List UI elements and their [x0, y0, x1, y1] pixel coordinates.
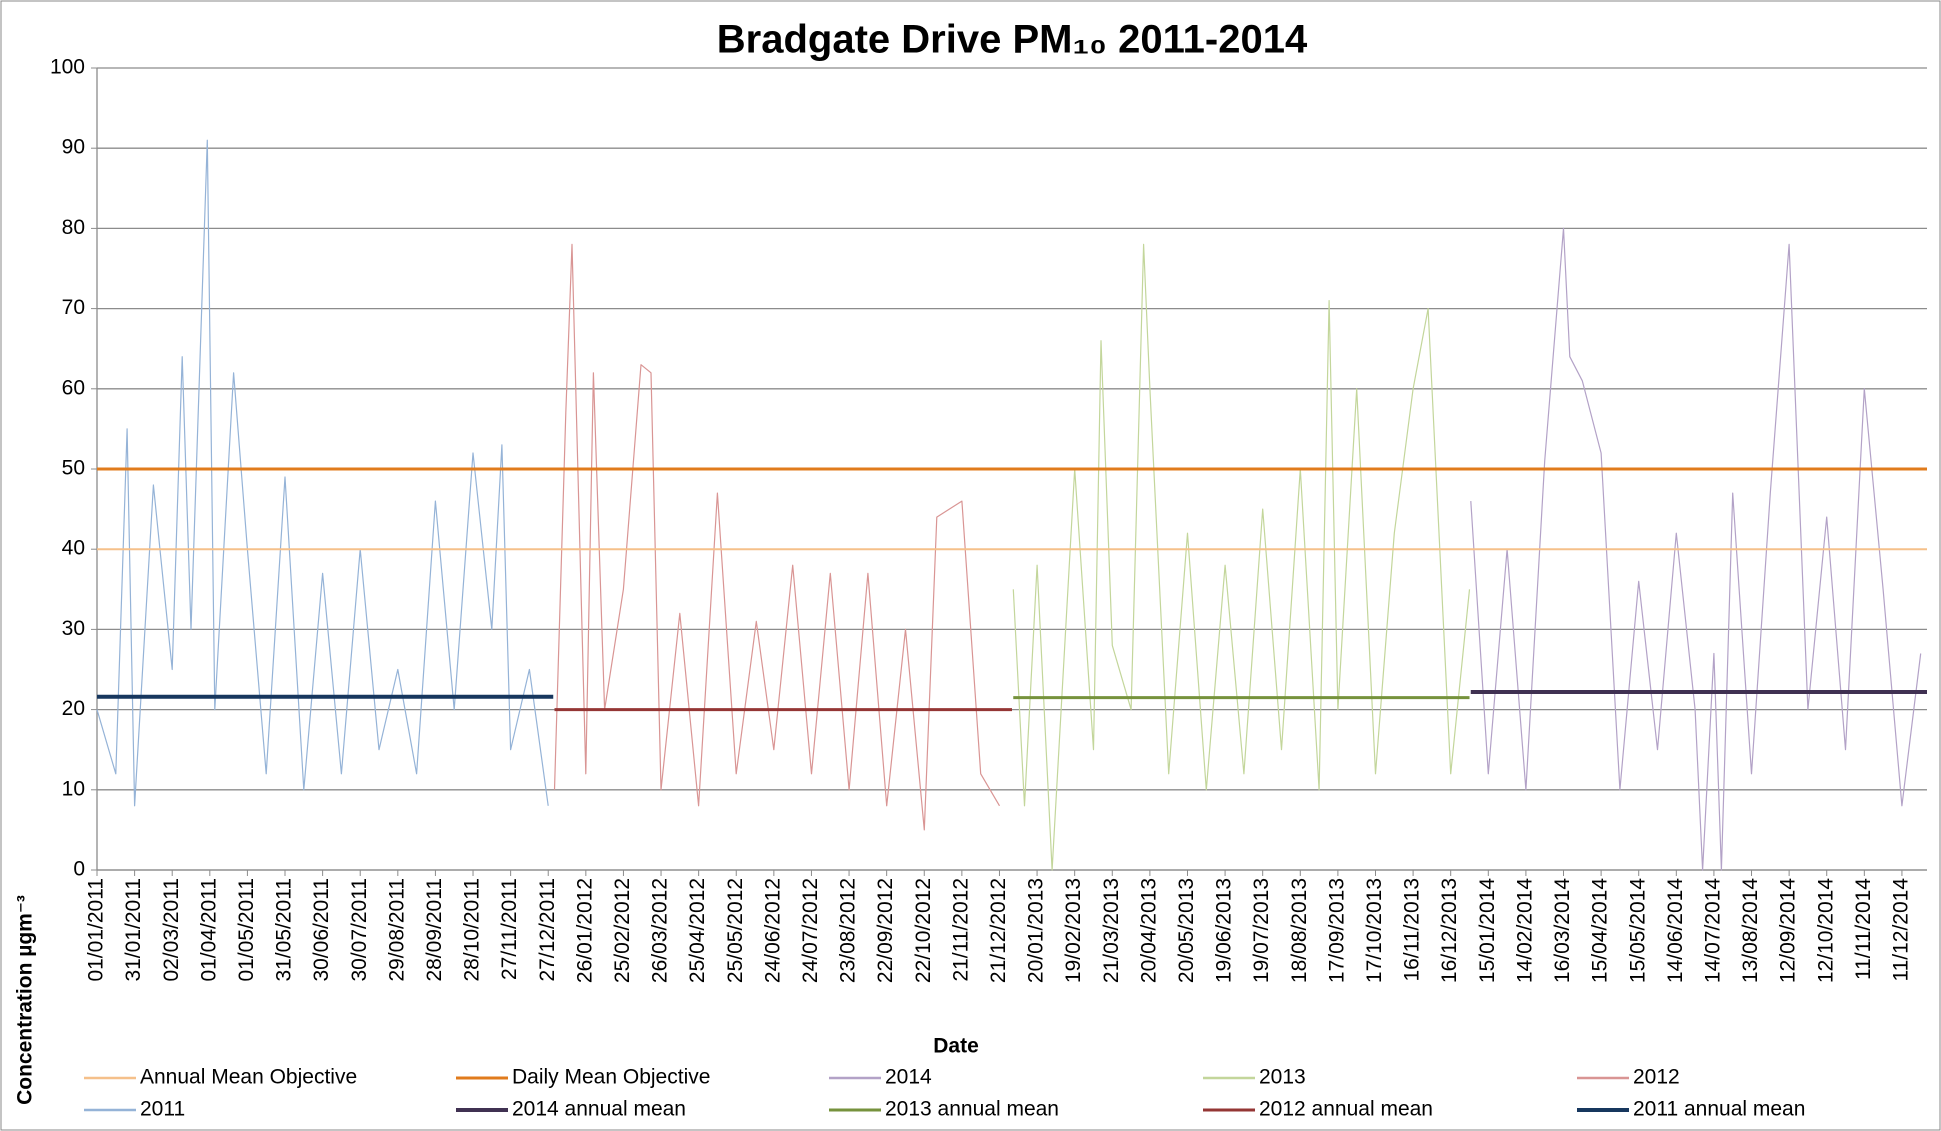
x-tick-label: 30/06/2011: [310, 878, 333, 982]
x-tick-label: 12/09/2014: [1777, 878, 1800, 983]
x-tick-label: 21/12/2012: [987, 878, 1010, 983]
x-tick-label: 19/06/2013: [1213, 878, 1236, 983]
x-tick-label: 02/03/2011: [160, 878, 183, 982]
y-tick-label: 60: [62, 376, 85, 399]
y-tick-label: 50: [62, 457, 85, 480]
x-tick-label: 25/05/2012: [724, 878, 747, 983]
x-tick-label: 14/06/2014: [1664, 878, 1687, 983]
x-tick-label: 27/11/2011: [498, 878, 521, 980]
x-tick-label: 26/03/2012: [649, 878, 672, 983]
x-tick-label: 19/07/2013: [1250, 878, 1273, 983]
x-tick-label: 28/09/2011: [423, 878, 446, 982]
y-tick-label: 100: [50, 56, 85, 79]
y-tick-label: 20: [62, 697, 85, 720]
x-tick-label: 25/02/2012: [611, 878, 634, 983]
legend-label: Daily Mean Objective: [512, 1066, 710, 1089]
x-tick-label: 30/07/2011: [348, 878, 371, 982]
x-tick-label: 16/12/2013: [1438, 878, 1461, 983]
x-tick-label: 20/01/2013: [1025, 878, 1048, 983]
y-tick-label: 40: [62, 537, 85, 560]
x-tick-label: 31/05/2011: [273, 878, 296, 982]
x-tick-label: 16/11/2013: [1401, 878, 1424, 982]
x-tick-label: 21/03/2013: [1100, 878, 1123, 983]
legend-label: 2014: [885, 1066, 932, 1089]
y-tick-label: 10: [62, 777, 85, 800]
y-tick-label: 70: [62, 296, 85, 319]
x-tick-label: 15/05/2014: [1626, 878, 1649, 983]
x-tick-label: 24/06/2012: [761, 878, 784, 983]
x-tick-label: 13/08/2014: [1739, 878, 1762, 983]
x-tick-label: 15/04/2014: [1589, 878, 1612, 983]
x-tick-label: 28/10/2011: [461, 878, 484, 982]
data-line: [96, 139, 549, 807]
x-tick-label: 14/02/2014: [1513, 878, 1536, 983]
legend-label: 2013 annual mean: [885, 1098, 1059, 1121]
legend-label: 2012 annual mean: [1259, 1098, 1433, 1121]
x-tick-label: 18/08/2013: [1288, 878, 1311, 983]
x-tick-label: 19/02/2013: [1062, 878, 1085, 983]
x-axis-title: Date: [933, 1035, 979, 1058]
x-tick-label: 17/10/2013: [1363, 878, 1386, 983]
x-tick-label: 11/12/2014: [1889, 878, 1912, 982]
x-tick-label: 20/04/2013: [1137, 878, 1160, 983]
y-tick-label: 90: [62, 136, 85, 159]
x-tick-label: 20/05/2013: [1175, 878, 1198, 983]
legend-label: 2011 annual mean: [1633, 1098, 1805, 1121]
legend-label: 2014 annual mean: [512, 1098, 686, 1121]
x-tick-label: 12/10/2014: [1814, 878, 1837, 983]
y-tick-label: 30: [62, 617, 85, 640]
legend-label: 2011: [140, 1098, 185, 1121]
legend-label: 2013: [1259, 1066, 1306, 1089]
x-tick-label: 22/09/2012: [874, 878, 897, 983]
data-line: [553, 243, 1001, 831]
x-tick-label: 25/04/2012: [686, 878, 709, 983]
x-tick-label: 16/03/2014: [1551, 878, 1574, 983]
x-tick-label: 11/11/2014: [1852, 878, 1875, 980]
x-tick-label: 22/10/2012: [912, 878, 935, 983]
x-tick-label: 26/01/2012: [573, 878, 596, 983]
x-tick-label: 27/12/2011: [536, 878, 559, 982]
data-line: [1012, 243, 1471, 871]
legend-label: Annual Mean Objective: [140, 1066, 357, 1089]
x-tick-label: 01/01/2011: [85, 878, 108, 982]
x-tick-label: 14/07/2014: [1701, 878, 1724, 983]
x-tick-label: 01/05/2011: [235, 878, 258, 982]
x-tick-label: 23/08/2012: [837, 878, 860, 983]
x-tick-label: 21/11/2012: [949, 878, 972, 982]
chart-title: Bradgate Drive PM₁₀ 2011-2014: [717, 18, 1308, 62]
y-tick-label: 80: [62, 216, 85, 239]
x-tick-label: 29/08/2011: [385, 878, 408, 982]
x-tick-label: 31/01/2011: [122, 878, 145, 982]
data-line: [1470, 227, 1922, 871]
legend-label: 2012: [1633, 1066, 1680, 1089]
y-tick-label: 0: [73, 858, 85, 881]
x-tick-label: 17/09/2013: [1325, 878, 1348, 983]
x-tick-label: 24/07/2012: [799, 878, 822, 983]
y-axis-title: Concentration µgm⁻³: [14, 895, 37, 1105]
x-tick-label: 01/04/2011: [197, 878, 220, 982]
x-tick-label: 15/01/2014: [1476, 878, 1499, 983]
